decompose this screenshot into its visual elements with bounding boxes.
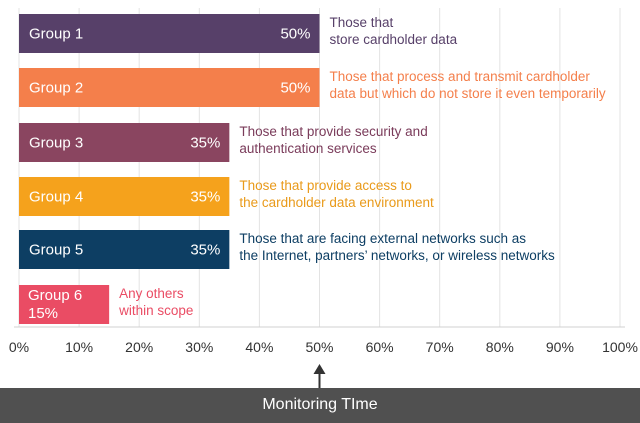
x-tick-label: 100% xyxy=(602,339,638,355)
x-tick-label: 50% xyxy=(305,339,333,355)
x-tick-label: 60% xyxy=(366,339,394,355)
x-tick-label: 30% xyxy=(185,339,213,355)
bar-category-label: Group 5 xyxy=(29,242,83,259)
bar-description: within scope xyxy=(118,303,193,318)
marker-arrow-head-icon xyxy=(313,364,326,374)
bar xyxy=(19,285,110,324)
x-axis-title-banner: Monitoring TIme xyxy=(0,388,640,423)
bar xyxy=(19,177,230,216)
bar-value-label: 35% xyxy=(190,135,220,152)
x-tick-label: 0% xyxy=(9,339,29,355)
x-tick-label: 80% xyxy=(486,339,514,355)
bar-description: the Internet, partners’ networks, or wir… xyxy=(239,248,555,263)
bar xyxy=(19,14,320,53)
bar-description: the cardholder data environment xyxy=(239,195,434,210)
bar-description: Those that are facing external networks … xyxy=(239,231,526,246)
bar xyxy=(19,123,230,162)
bar-description: data but which do not store it even temp… xyxy=(330,86,606,101)
bar-description: Any others xyxy=(119,286,184,301)
x-tick-label: 40% xyxy=(245,339,273,355)
bar-category-label: Group 6 xyxy=(28,287,82,304)
bar-description: Those that provide security and xyxy=(239,124,427,139)
x-tick-label: 70% xyxy=(426,339,454,355)
bar-value-label: 35% xyxy=(190,189,220,206)
bar-category-label: Group 3 xyxy=(29,135,83,152)
bar-category-label: Group 1 xyxy=(29,26,83,43)
bar-description: Those that provide access to xyxy=(239,178,412,193)
bar-category-label: Group 4 xyxy=(29,189,83,206)
bar-chart: Group 1 50% Those that store cardholder dat… xyxy=(9,8,638,388)
bar-description: Those that process and transmit cardhold… xyxy=(330,69,591,84)
bar xyxy=(19,68,320,107)
bar-value-label: 50% xyxy=(280,26,310,43)
bar-value-label: 50% xyxy=(280,80,310,97)
x-tick-label: 20% xyxy=(125,339,153,355)
bar xyxy=(19,230,230,269)
x-tick-label: 90% xyxy=(546,339,574,355)
bar-description: Those that xyxy=(330,15,394,30)
x-axis-title: Monitoring TIme xyxy=(262,396,378,413)
bar-value-label: 35% xyxy=(190,242,220,259)
x-tick-label: 10% xyxy=(65,339,93,355)
bar-description: store cardholder data xyxy=(330,32,458,47)
bar-description: authentication services xyxy=(239,141,377,156)
bar-value-label: 15% xyxy=(28,305,58,322)
bar-category-label: Group 2 xyxy=(29,80,83,97)
